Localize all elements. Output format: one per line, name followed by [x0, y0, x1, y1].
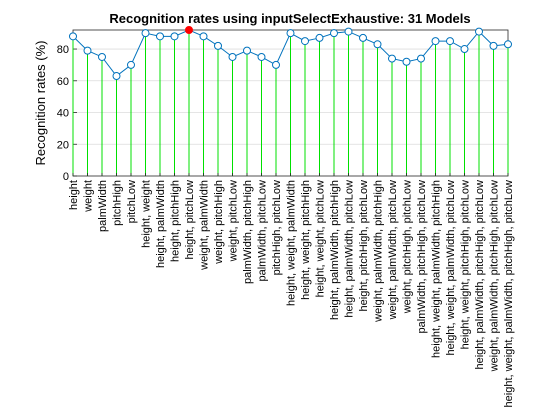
data-point-marker	[170, 32, 179, 41]
data-point-marker	[199, 32, 208, 41]
data-point-marker	[446, 37, 454, 46]
y-tick-label: 80	[57, 44, 69, 56]
x-tick-label: height, weight	[141, 180, 153, 248]
x-tick-label: height, palmWidth	[155, 180, 167, 268]
data-point-marker	[344, 27, 353, 36]
x-tick-label: height, pitchHigh	[170, 180, 182, 262]
x-tick-label: weight, pitchLow	[228, 180, 240, 262]
data-point-marker	[373, 40, 382, 49]
data-point-marker	[228, 52, 237, 61]
x-tick-label: pitchLow	[126, 180, 138, 223]
data-point-marker	[243, 46, 251, 55]
x-tick-label: height	[68, 180, 80, 210]
data-point-marker	[98, 52, 106, 61]
x-tick-label: palmWidth, pitchHigh	[242, 180, 254, 284]
max-point-marker	[185, 26, 193, 34]
x-tick-label: weight	[83, 180, 95, 213]
data-point-marker	[489, 41, 498, 50]
x-tick-label: height, palmWidth, pitchLow	[344, 180, 356, 318]
data-point-marker	[460, 45, 469, 54]
x-tick-label: height, weight, pitchHigh, pitchLow	[460, 180, 472, 349]
data-point-marker	[83, 46, 92, 55]
x-tick-label: height, palmWidth, pitchHigh, pitchLow	[474, 180, 486, 370]
x-tick-label: height, weight, palmWidth, pitchLow	[445, 180, 457, 356]
y-axis-label: Recognition rates (%)	[33, 41, 48, 166]
data-point-marker	[257, 52, 266, 61]
x-tick-label: height, weight, pitchLow	[315, 180, 327, 297]
data-point-marker	[330, 29, 338, 38]
data-point-marker	[504, 40, 512, 49]
data-point-marker	[214, 41, 222, 50]
x-tick-label: height, palmWidth, pitchHigh	[329, 180, 341, 320]
x-tick-label: height, weight, palmWidth	[286, 180, 298, 306]
data-point-marker	[286, 29, 295, 38]
x-tick-label: palmWidth	[97, 180, 109, 232]
y-tick-label: 60	[57, 76, 69, 88]
x-tick-label: weight, palmWidth	[199, 180, 211, 271]
x-tick-label: weight, palmWidth, pitchHigh	[373, 180, 385, 323]
data-point-marker	[69, 32, 77, 41]
x-tick-label: height, pitchLow	[184, 180, 196, 260]
data-point-marker	[127, 60, 135, 69]
y-tick-label: 0	[63, 171, 69, 183]
data-point-marker	[156, 32, 164, 41]
y-tick-label: 20	[57, 139, 69, 151]
data-point-marker	[315, 33, 324, 42]
y-tick-label: 40	[57, 108, 69, 120]
data-point-marker	[301, 37, 309, 46]
x-tick-label: pitchHigh, pitchLow	[271, 180, 283, 275]
chart-title: Recognition rates using inputSelectExhau…	[109, 11, 470, 26]
x-tick-label: weight, pitchHigh, pitchLow	[402, 180, 414, 314]
x-tick-label: height, weight, pitchHigh	[300, 180, 312, 300]
x-tick-label: weight, palmWidth, pitchHigh, pitchLow	[489, 180, 501, 372]
x-tick-label: pitchHigh	[112, 180, 124, 226]
data-point-marker	[141, 29, 150, 38]
x-tick-label: weight, pitchHigh	[213, 180, 225, 265]
data-point-marker	[272, 60, 280, 69]
data-point-marker	[112, 72, 121, 81]
x-tick-label: height, weight, palmWidth, pitchHigh, pi…	[503, 180, 515, 408]
x-tick-label: weight, palmWidth, pitchLow	[387, 180, 399, 320]
data-point-marker	[475, 27, 483, 36]
x-tick-label: palmWidth, pitchLow	[257, 180, 269, 282]
x-tick-label: height, weight, palmWidth, pitchHigh	[431, 180, 443, 358]
data-point-marker	[402, 57, 411, 66]
x-tick-label: height, pitchHigh, pitchLow	[358, 180, 370, 312]
data-point-marker	[359, 33, 367, 42]
data-point-marker	[417, 54, 425, 63]
data-point-marker	[431, 37, 440, 46]
data-point-marker	[388, 54, 396, 63]
x-tick-label: palmWidth, pitchHigh, pitchLow	[416, 180, 428, 334]
